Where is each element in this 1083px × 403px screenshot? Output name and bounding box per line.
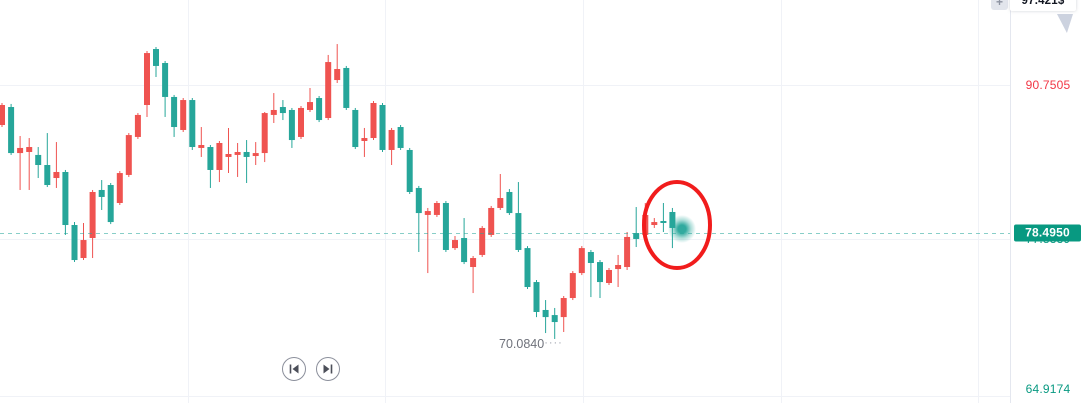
low-price-annotation-text: 70.0840 bbox=[499, 337, 545, 351]
top-price-label: 97.421$ bbox=[1010, 0, 1076, 11]
low-annotation-dotted-connector: ···· bbox=[544, 337, 563, 349]
price-axis[interactable]: 90.7505 77.8339 64.9174 78.4950 bbox=[1010, 0, 1083, 403]
axis-label-64-9174: 64.9174 bbox=[1025, 382, 1071, 396]
skip-to-end-icon bbox=[323, 364, 333, 374]
skip-to-start-icon bbox=[289, 364, 299, 374]
add-alert-icon[interactable]: + bbox=[991, 0, 1008, 10]
annotation-circle[interactable] bbox=[642, 180, 712, 270]
axis-label-90-7505: 90.7505 bbox=[1025, 78, 1071, 92]
chart-canvas[interactable] bbox=[0, 0, 1010, 403]
current-price-box: 78.4950 bbox=[1014, 224, 1081, 242]
low-price-annotation: 70.0840···· bbox=[499, 337, 563, 351]
skip-to-end-button[interactable] bbox=[316, 357, 340, 381]
skip-to-start-button[interactable] bbox=[282, 357, 306, 381]
